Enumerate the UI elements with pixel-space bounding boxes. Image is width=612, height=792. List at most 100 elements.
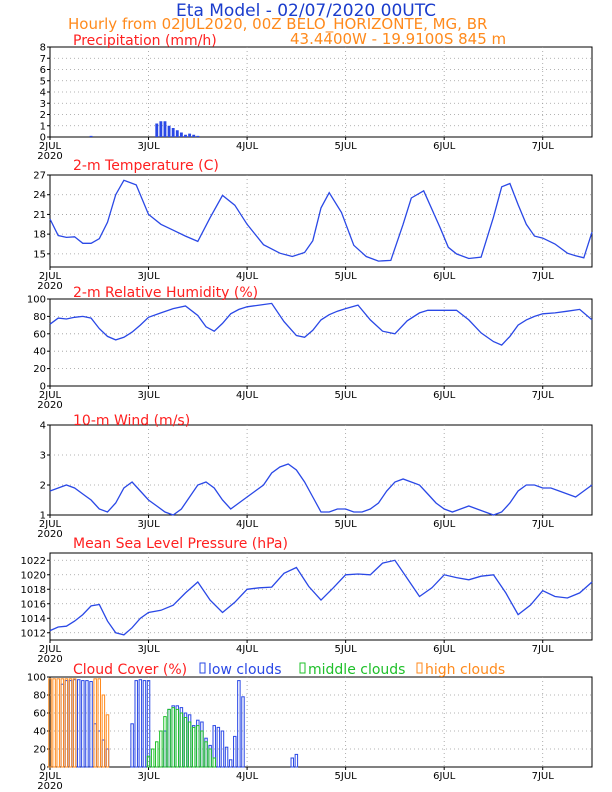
y-tick-label: 80 bbox=[33, 691, 46, 702]
x-tick-label: 3JUL bbox=[137, 771, 160, 782]
x-tick-label: 5JUL bbox=[335, 644, 358, 655]
precip-bar bbox=[179, 132, 183, 137]
bar-high-clouds bbox=[101, 694, 106, 768]
bar-low-clouds bbox=[233, 735, 237, 768]
panel-frame bbox=[49, 424, 593, 516]
bar-low-clouds bbox=[138, 679, 143, 768]
bar-high-clouds bbox=[97, 678, 102, 768]
panel-title: 10-m Wind (m/s) bbox=[73, 413, 190, 429]
x-tick-label: 2JUL bbox=[39, 271, 62, 282]
bar-low-clouds bbox=[237, 680, 241, 768]
bar-middle-clouds bbox=[200, 730, 204, 768]
y-tick-label: 1 bbox=[40, 121, 46, 132]
bar-middle-clouds bbox=[183, 717, 188, 768]
bar-middle-clouds bbox=[146, 755, 151, 768]
x-tick-label: 4JUL bbox=[236, 271, 259, 282]
x-tick-label: 4JUL bbox=[236, 519, 259, 530]
y-tick-label: 60 bbox=[33, 709, 46, 720]
y-tick-label: 2 bbox=[40, 481, 46, 492]
panel-title: Precipitation (mm/h) bbox=[73, 33, 217, 49]
precip-bar bbox=[171, 128, 175, 137]
x-year-label: 2020 bbox=[37, 529, 62, 540]
bar-low-clouds bbox=[130, 723, 134, 768]
x-tick-label: 7JUL bbox=[532, 390, 555, 401]
bar-high-clouds bbox=[52, 678, 56, 768]
panel-2: 0 20 40 60 80 100 2JUL 3JUL 4JUL 5JUL 6JUL 7JUL 2020… bbox=[27, 285, 593, 411]
y-tick-label: 24 bbox=[33, 190, 46, 201]
series-line bbox=[49, 179, 593, 262]
y-tick-label: 0 bbox=[40, 382, 46, 393]
panel-1: 15 18 21 24 27 2JUL 3JUL 4JUL 5JUL 6JUL 7JUL 2020 2-… bbox=[33, 158, 593, 292]
bar-low-clouds bbox=[85, 680, 89, 768]
bar-middle-clouds bbox=[196, 725, 200, 768]
y-tick-label: 0 bbox=[40, 763, 46, 774]
y-tick-label: 8 bbox=[40, 43, 46, 54]
x-year-label: 2020 bbox=[37, 281, 62, 292]
x-tick-label: 5JUL bbox=[335, 390, 358, 401]
bar-low-clouds bbox=[81, 680, 85, 768]
legend-swatch bbox=[416, 662, 423, 674]
series-line bbox=[49, 302, 593, 346]
x-tick-label: 7JUL bbox=[532, 771, 555, 782]
y-tick-label: 1020 bbox=[21, 570, 46, 581]
x-tick-label: 7JUL bbox=[532, 644, 555, 655]
panel-title: Mean Sea Level Pressure (hPa) bbox=[73, 536, 288, 552]
bar-low-clouds bbox=[220, 730, 225, 768]
x-year-label: 2020 bbox=[37, 151, 62, 162]
y-tick-label: 6 bbox=[40, 65, 46, 76]
y-tick-label: 3 bbox=[40, 451, 46, 462]
precip-bar bbox=[155, 123, 159, 137]
x-tick-label: 2JUL bbox=[39, 390, 62, 401]
y-tick-label: 5 bbox=[40, 76, 46, 87]
bar-middle-clouds bbox=[171, 707, 175, 768]
precip-bar bbox=[184, 134, 187, 137]
bar-high-clouds bbox=[68, 678, 73, 768]
bar-middle-clouds bbox=[208, 748, 212, 768]
panel-3: 1 2 3 4 2JUL 3JUL 4JUL 5JUL 6JUL 7JUL 2020 10-m Win… bbox=[37, 413, 593, 540]
panel-frame bbox=[49, 552, 593, 641]
x-tick-label: 4JUL bbox=[236, 390, 259, 401]
x-tick-label: 5JUL bbox=[335, 271, 358, 282]
x-tick-label: 5JUL bbox=[335, 771, 358, 782]
x-tick-label: 2JUL bbox=[39, 141, 62, 152]
precip-bar bbox=[159, 121, 163, 137]
panel-title: 2-m Relative Humidity (%) bbox=[73, 285, 258, 301]
precip-bar bbox=[163, 121, 167, 137]
y-tick-label: 2 bbox=[40, 110, 46, 121]
bar-low-clouds bbox=[216, 726, 221, 768]
y-tick-label: 100 bbox=[27, 673, 46, 684]
y-tick-label: 20 bbox=[33, 745, 46, 756]
header-subtitle: Hourly from 02JUL2020, 00Z BELO_HORIZONT… bbox=[68, 15, 487, 34]
bar-high-clouds bbox=[64, 678, 69, 768]
y-tick-label: 1022 bbox=[21, 556, 46, 567]
y-tick-label: 20 bbox=[33, 364, 46, 375]
header-location: 43.4400W - 19.9100S 845 m bbox=[290, 30, 506, 48]
precip-bar bbox=[175, 130, 179, 137]
x-tick-label: 6JUL bbox=[433, 519, 456, 530]
panel-title: 2-m Temperature (C) bbox=[73, 158, 219, 174]
legend-label: middle clouds bbox=[308, 662, 405, 678]
x-tick-label: 6JUL bbox=[433, 141, 456, 152]
bar-middle-clouds bbox=[191, 726, 196, 768]
x-tick-label: 6JUL bbox=[433, 271, 456, 282]
bar-middle-clouds bbox=[150, 748, 155, 768]
x-tick-label: 3JUL bbox=[137, 519, 160, 530]
bar-low-clouds bbox=[294, 753, 299, 768]
bar-low-clouds bbox=[290, 757, 294, 768]
bar-middle-clouds bbox=[204, 741, 208, 768]
legend-swatch bbox=[199, 662, 206, 674]
x-tick-label: 7JUL bbox=[532, 141, 555, 152]
panel-4: 1012 1014 1016 1018 1020 1022 2JUL 3JUL 4JUL 5JUL… bbox=[21, 536, 593, 665]
bar-low-clouds bbox=[134, 680, 138, 768]
bar-middle-clouds bbox=[179, 712, 184, 768]
y-tick-label: 4 bbox=[40, 421, 46, 432]
bar-low-clouds bbox=[224, 746, 229, 768]
x-year-label: 2020 bbox=[37, 781, 62, 792]
bar-middle-clouds bbox=[167, 708, 171, 768]
y-tick-label: 7 bbox=[40, 54, 46, 65]
bar-high-clouds bbox=[56, 678, 60, 768]
precip-bar bbox=[89, 135, 93, 137]
x-tick-label: 4JUL bbox=[236, 771, 259, 782]
y-tick-label: 27 bbox=[33, 171, 46, 182]
